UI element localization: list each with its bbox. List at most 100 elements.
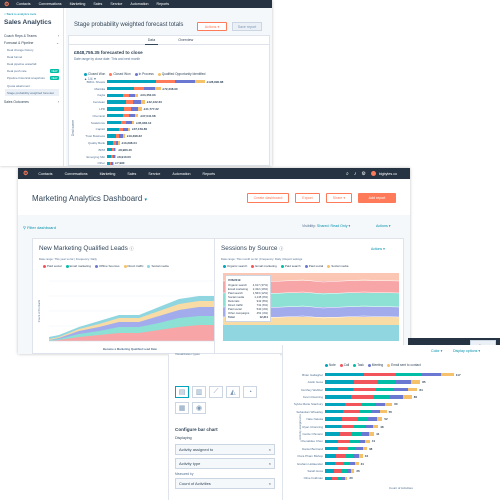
sidebar-item-deal-pipeline-waterfall[interactable]: Deal pipeline waterfall [7,61,37,66]
back-link[interactable]: < Back to analytics tools [4,12,37,16]
measured-by-field[interactable]: Count of Activities × [175,478,275,489]
color-control[interactable]: Color ▾ [431,349,443,353]
date-filter[interactable]: Date range by close date: This and next … [74,57,141,61]
sidebar-item-stage-probability[interactable]: Stage probability weighted forecast [5,89,59,97]
forecast-bar[interactable] [107,161,114,165]
activity-bar[interactable] [325,454,363,458]
nav-reports[interactable]: Reports [202,171,216,176]
nav-automation[interactable]: Automation [130,2,149,6]
nav-contacts[interactable]: Contacts [16,2,31,6]
nav-sales[interactable]: Sales [93,2,103,6]
sessions-actions[interactable]: Actions ▾ [371,247,385,251]
forecast-bar[interactable] [107,93,139,97]
activity-bar[interactable] [325,387,418,392]
forecast-bar[interactable] [107,114,139,118]
displaying-field-1[interactable]: Activity assigned to × [175,444,275,455]
chart-type-donut[interactable]: ◔ [243,386,257,398]
activity-bar[interactable] [325,461,359,466]
nav-conversations[interactable]: Conversations [64,171,88,176]
display-options-control[interactable]: Display options ▾ [453,349,481,353]
nav-automation[interactable]: Automation [172,171,191,176]
forecast-bar[interactable] [107,141,120,145]
forecast-bar[interactable] [107,80,205,84]
activity-bar[interactable] [325,410,387,414]
chart-type-column[interactable]: ▥ [192,386,206,398]
close-icon[interactable]: × [268,481,271,486]
chart-type-table[interactable]: ▦ [175,402,189,414]
bell-icon[interactable]: ♪ [353,170,357,177]
bar-segment [325,380,354,384]
hubspot-logo-icon[interactable]: ⚙ [23,171,29,177]
sidebar-section-outcomes[interactable]: Sales Outcomes › [4,99,59,104]
activity-bar[interactable] [325,373,454,377]
legend-pager[interactable]: ▲ 1/4 ▼ [84,77,97,81]
close-icon[interactable]: × [268,447,271,452]
sidebar-item-deal-push-rate[interactable]: Deal push rate NEW [7,69,59,74]
tooltip-row: Other campaigns 451 (4%) [228,311,268,315]
info-icon[interactable]: ⓘ [279,246,284,251]
sidebar-item-deal-funnel[interactable]: Deal funnel [7,54,23,59]
bar-value: £19,398.32 [126,134,142,139]
sidebar-item-deal-change-history[interactable]: Deal change history [7,47,34,52]
activity-bar[interactable] [325,395,412,399]
nav-marketing[interactable]: Marketing [69,2,86,6]
tab-data[interactable]: Data [144,36,159,45]
sidebar: < Back to analytics tools Sales Analytic… [0,8,64,166]
chart-type-line[interactable]: ⟋ [209,386,223,398]
hubspot-logo-icon[interactable]: ⚙ [4,1,10,8]
forecast-bar[interactable] [107,107,142,111]
share-button[interactable]: Share ▾ [326,193,352,203]
forecast-bar[interactable] [107,120,135,125]
tab-overview[interactable]: Overview [178,38,194,42]
activity-bar[interactable] [325,447,367,451]
forecast-bar[interactable] [107,86,161,91]
dashboard-actions[interactable]: Actions ▾ [376,224,391,228]
account-name[interactable]: bigbytes.co [378,171,397,176]
activity-bar[interactable] [325,380,421,384]
forecast-bar[interactable] [107,100,145,104]
visibility-setting[interactable]: Visibility: Shared: Read Only ▾ [302,224,351,228]
search-icon[interactable]: ⌕ [346,170,349,177]
avatar[interactable] [370,171,376,176]
forecast-bar[interactable] [107,148,117,152]
bar-segment [347,469,352,473]
activity-bar[interactable] [325,476,348,480]
activity-bar[interactable] [325,439,370,443]
top-chart-legend: Closed Won Closed Won In Process Qualifi… [84,72,205,76]
bar-segment [119,134,124,138]
add-report-button[interactable]: Add report [358,193,396,203]
nav-conversations[interactable]: Conversations [38,2,62,6]
forecast-bar[interactable] [107,154,116,159]
nav-contacts[interactable]: Contacts [38,171,53,176]
nav-service[interactable]: Service [110,2,123,6]
activity-bar[interactable] [325,402,393,406]
nav-service[interactable]: Service [148,171,161,176]
sidebar-section-coach[interactable]: Coach Reps & Teams › [4,33,59,38]
filter-dashboard[interactable]: ⚲ Filter dashboard [23,225,56,230]
export-button[interactable]: Export [295,193,320,203]
info-icon[interactable]: ⓘ [129,246,134,251]
forecast-bar[interactable] [107,127,131,131]
actions-button[interactable]: Actions ▾ [197,22,227,31]
activity-bar[interactable] [325,432,374,436]
nav-reports[interactable]: Reports [156,2,170,6]
dashboard-title[interactable]: Marketing Analytics Dashboard ▾ [32,194,148,203]
chart-type-area[interactable]: ◭ [226,386,240,398]
displaying-field-2[interactable]: Activity type × [175,458,275,469]
activity-bar[interactable] [325,424,379,429]
nav-sales[interactable]: Sales [127,171,137,176]
sidebar-section-forecast[interactable]: Forecast & Pipeline ⌄ [4,40,59,45]
chart-type-bar[interactable]: ▤ [175,386,189,398]
forecast-bar[interactable] [107,134,125,138]
activity-bar[interactable] [325,469,355,473]
sidebar-item-pipeline-snapshots[interactable]: Pipeline historical snapshots NEW [7,76,59,81]
settings-icon[interactable]: ⚙ [361,170,366,177]
sidebar-item-quota-attainment[interactable]: Quota attainment [7,83,31,88]
nav-marketing[interactable]: Marketing [99,171,116,176]
save-report-button[interactable]: Save report [232,22,262,31]
activity-bar[interactable] [325,417,383,421]
create-dashboard-button[interactable]: Create dashboard [247,193,289,203]
tooltip-row: Direct traffic 731 (6%) [228,303,268,307]
close-icon[interactable]: × [268,461,271,466]
chart-type-summary[interactable]: ◉ [192,402,206,414]
